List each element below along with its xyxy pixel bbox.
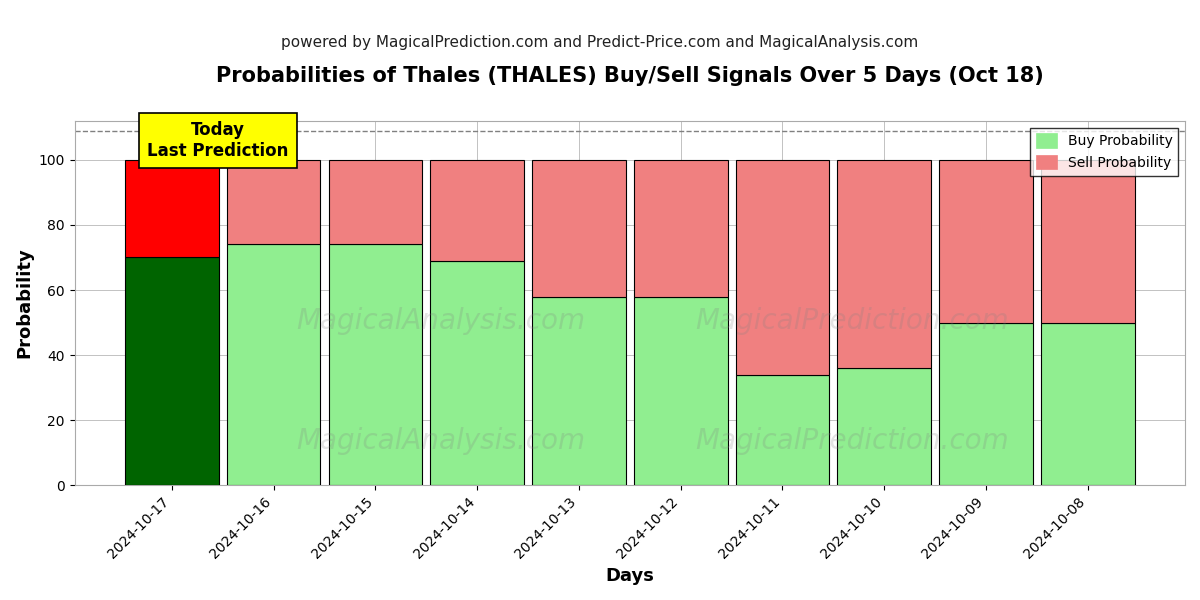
Text: MagicalAnalysis.com: MagicalAnalysis.com xyxy=(296,307,586,335)
Bar xyxy=(227,244,320,485)
Bar xyxy=(634,160,727,296)
Text: Today
Last Prediction: Today Last Prediction xyxy=(148,121,288,160)
Bar xyxy=(940,323,1033,485)
Bar xyxy=(838,160,931,368)
Bar xyxy=(227,160,320,244)
Y-axis label: Probability: Probability xyxy=(16,248,34,358)
Bar xyxy=(125,257,218,485)
Bar xyxy=(1040,160,1134,323)
Legend: Buy Probability, Sell Probability: Buy Probability, Sell Probability xyxy=(1030,128,1178,176)
Title: Probabilities of Thales (THALES) Buy/Sell Signals Over 5 Days (Oct 18): Probabilities of Thales (THALES) Buy/Sel… xyxy=(216,66,1044,86)
Bar xyxy=(940,160,1033,323)
Bar xyxy=(736,374,829,485)
Bar xyxy=(532,296,625,485)
Bar xyxy=(532,160,625,296)
Bar xyxy=(125,160,218,257)
X-axis label: Days: Days xyxy=(605,567,654,585)
Bar xyxy=(329,244,422,485)
Bar xyxy=(1040,323,1134,485)
Bar xyxy=(431,160,524,261)
Bar xyxy=(329,160,422,244)
Text: MagicalPrediction.com: MagicalPrediction.com xyxy=(695,427,1009,455)
Bar xyxy=(838,368,931,485)
Text: MagicalAnalysis.com: MagicalAnalysis.com xyxy=(296,427,586,455)
Text: MagicalPrediction.com: MagicalPrediction.com xyxy=(695,307,1009,335)
Bar xyxy=(634,296,727,485)
Bar xyxy=(431,261,524,485)
Text: powered by MagicalPrediction.com and Predict-Price.com and MagicalAnalysis.com: powered by MagicalPrediction.com and Pre… xyxy=(281,35,919,50)
Bar xyxy=(736,160,829,374)
